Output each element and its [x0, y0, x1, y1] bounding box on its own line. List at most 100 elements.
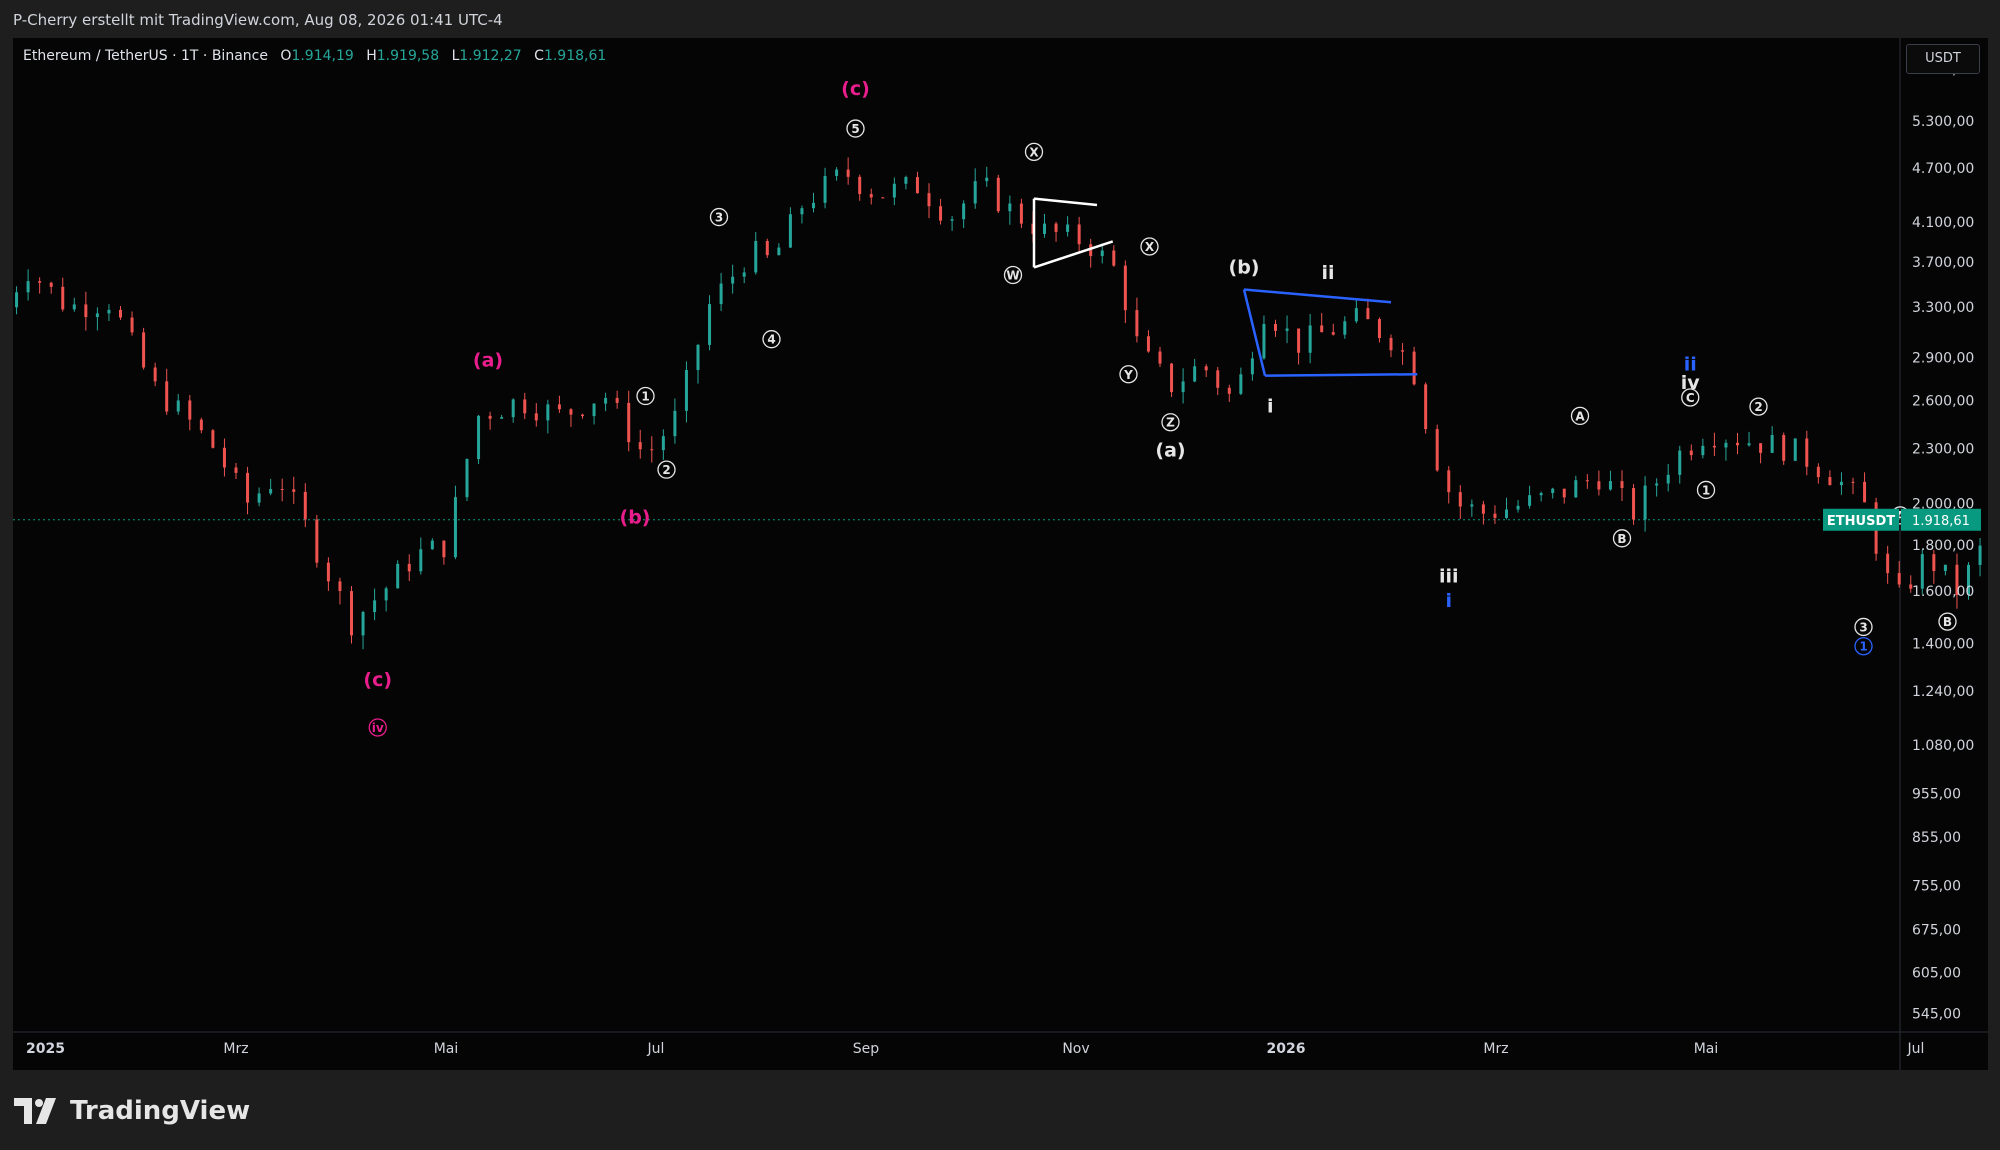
price-tick-label[interactable]: 855,00: [1912, 830, 1961, 846]
candle-body: [1666, 474, 1670, 484]
candle-body: [1701, 445, 1705, 456]
wave-label[interactable]: iv: [1681, 372, 1701, 394]
candle-body: [1967, 564, 1970, 595]
trend-line[interactable]: [1264, 373, 1418, 377]
price-tick-label[interactable]: 1.600,00: [1912, 584, 1974, 600]
candle-body: [1285, 328, 1289, 331]
wave-label[interactable]: X: [1029, 145, 1039, 159]
wave-label[interactable]: iii: [1439, 566, 1459, 588]
wave-label[interactable]: 1: [1859, 640, 1867, 654]
current-price-tag[interactable]: [1901, 508, 1981, 531]
candle-body: [1816, 466, 1820, 478]
symbol-price-tag[interactable]: [1823, 508, 1899, 531]
price-tick-label[interactable]: 2.600,00: [1912, 394, 1974, 410]
wave-label[interactable]: 4: [767, 333, 775, 347]
wave-label[interactable]: (a): [473, 349, 503, 371]
wave-label[interactable]: C: [1686, 391, 1695, 405]
time-tick-label[interactable]: Jul: [1907, 1041, 1925, 1057]
wave-label[interactable]: 2: [662, 463, 670, 477]
price-tick-label[interactable]: 605,00: [1912, 966, 1961, 982]
price-chart[interactable]: 0,618 (2.019,46)0,5 (1.909,20) (c)5X3WX(…: [13, 38, 1988, 1070]
candle-body: [292, 489, 296, 492]
candle-body: [1978, 545, 1982, 565]
price-tick-label[interactable]: 4.100,00: [1912, 215, 1974, 231]
candle-body: [1689, 450, 1693, 456]
tradingview-logo[interactable]: TradingView: [14, 1094, 250, 1128]
trend-line[interactable]: [1242, 289, 1267, 376]
candle-body: [1724, 442, 1728, 448]
price-tick-label[interactable]: 1.400,00: [1912, 636, 1974, 652]
price-axis[interactable]: 6.050,005.300,004.700,004.100,003.700,00…: [1823, 62, 1981, 1023]
wave-label[interactable]: (a): [1155, 439, 1185, 461]
candle-body: [1389, 338, 1393, 351]
wave-circle: [1024, 142, 1044, 162]
wave-label[interactable]: A: [1896, 509, 1906, 523]
time-tick-label[interactable]: Nov: [1062, 1041, 1089, 1057]
wave-label[interactable]: (c): [363, 669, 392, 691]
price-tick-label[interactable]: 545,00: [1912, 1007, 1961, 1023]
wave-label[interactable]: ii: [1684, 353, 1697, 375]
trend-lines[interactable]: [1032, 197, 1418, 377]
wave-label[interactable]: i: [1267, 396, 1274, 418]
time-tick-label[interactable]: Mrz: [1483, 1041, 1508, 1057]
tradingview-logo-icon: [14, 1098, 56, 1124]
candle-body: [1805, 438, 1809, 467]
candle-body: [15, 292, 19, 308]
time-axis[interactable]: 2025MrzMaiJulSepNov2026MrzMaiJulSepNov20…: [26, 1041, 1988, 1057]
price-tick-label[interactable]: 955,00: [1912, 786, 1961, 802]
time-tick-label[interactable]: Mrz: [223, 1041, 248, 1057]
wave-label[interactable]: 5: [851, 122, 859, 136]
trend-line[interactable]: [1033, 240, 1114, 269]
time-tick-label[interactable]: 2025: [26, 1041, 65, 1057]
wave-label[interactable]: 1: [641, 390, 649, 404]
wave-label[interactable]: B: [1943, 615, 1952, 629]
price-tick-label[interactable]: 3.700,00: [1912, 255, 1974, 271]
price-tick-label[interactable]: 755,00: [1912, 879, 1961, 895]
candle-body: [1539, 493, 1543, 496]
candle-body: [257, 493, 261, 503]
candle-body: [1377, 319, 1381, 339]
time-tick-label[interactable]: Mai: [1694, 1041, 1719, 1057]
candle-body: [84, 304, 88, 318]
wave-label[interactable]: iv: [372, 721, 384, 735]
currency-button[interactable]: USDT: [1906, 44, 1980, 74]
wave-label[interactable]: X: [1145, 240, 1155, 254]
time-tick-label[interactable]: Jul: [647, 1041, 665, 1057]
candle-body: [881, 197, 885, 199]
price-tick-label[interactable]: 1.080,00: [1912, 738, 1974, 754]
trend-line[interactable]: [1243, 288, 1392, 304]
time-tick-label[interactable]: Mai: [434, 1041, 459, 1057]
price-tick-label[interactable]: 2.300,00: [1912, 442, 1974, 458]
wave-label[interactable]: B: [1617, 532, 1626, 546]
wave-circle: [636, 386, 655, 406]
wave-label[interactable]: (b): [1229, 256, 1260, 278]
wave-label[interactable]: 1: [1702, 483, 1710, 497]
wave-label[interactable]: 3: [715, 211, 723, 225]
wave-label[interactable]: W: [1006, 269, 1019, 283]
candle-body: [1608, 481, 1612, 490]
wave-label[interactable]: Z: [1166, 416, 1175, 430]
price-tick-label[interactable]: 675,00: [1912, 923, 1961, 939]
price-tick-label[interactable]: 1.800,00: [1912, 538, 1974, 554]
chart-area[interactable]: 0,618 (2.019,46)0,5 (1.909,20) (c)5X3WX(…: [13, 38, 1988, 1070]
wave-label[interactable]: 3: [1859, 620, 1867, 634]
price-tick-label[interactable]: 4.700,00: [1912, 161, 1974, 177]
trend-line[interactable]: [1033, 197, 1098, 207]
wave-label[interactable]: (b): [620, 506, 651, 528]
price-tick-label[interactable]: 2.900,00: [1912, 351, 1974, 367]
wave-label[interactable]: 2: [1754, 400, 1762, 414]
wave-label[interactable]: Y: [1123, 368, 1133, 382]
price-tick-label[interactable]: 5.300,00: [1912, 114, 1974, 130]
time-tick-label[interactable]: 2026: [1267, 1041, 1306, 1057]
price-tick-label[interactable]: 3.300,00: [1912, 300, 1974, 316]
time-tick-label[interactable]: Sep: [853, 1041, 880, 1057]
candle-body: [488, 415, 492, 419]
wave-label[interactable]: (c): [841, 78, 870, 100]
price-tick-label[interactable]: 2.000,00: [1912, 496, 1974, 512]
wave-label[interactable]: A: [1575, 409, 1585, 423]
wave-label[interactable]: ii: [1321, 262, 1334, 284]
price-tick-label[interactable]: 1.240,00: [1912, 684, 1974, 700]
candle-body: [684, 369, 688, 411]
wave-label[interactable]: i: [1445, 590, 1452, 612]
